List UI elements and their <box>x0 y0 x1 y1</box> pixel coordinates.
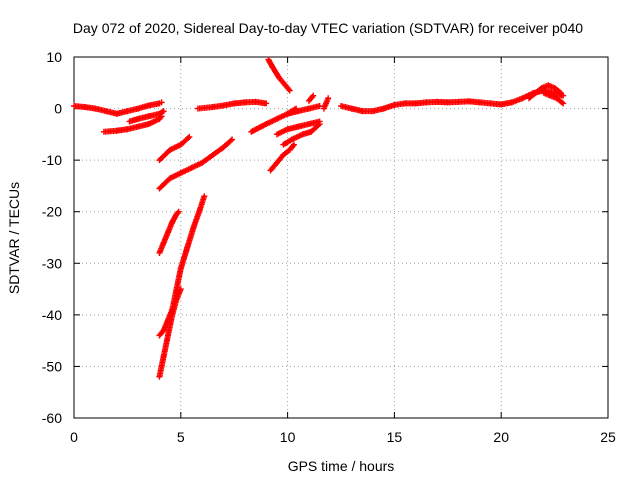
x-tick-label: 25 <box>600 429 616 445</box>
chart-title: Day 072 of 2020, Sidereal Day-to-day VTE… <box>73 20 583 36</box>
data-point <box>158 99 165 106</box>
data-track <box>194 98 270 112</box>
x-axis-label: GPS time / hours <box>288 458 395 474</box>
data-point <box>310 92 317 99</box>
data-point <box>263 100 270 107</box>
data-point <box>285 86 292 93</box>
data-point <box>185 135 192 142</box>
x-tick-label: 10 <box>280 429 296 445</box>
data-track <box>100 113 165 135</box>
data-point <box>293 105 300 112</box>
data-track <box>156 208 182 256</box>
y-tick-label: -10 <box>42 152 62 168</box>
data-track <box>540 90 567 107</box>
x-tick-label: 0 <box>70 429 78 445</box>
data-point <box>325 95 332 102</box>
data-point <box>291 141 298 148</box>
data-point <box>229 136 236 143</box>
data-point <box>309 93 316 100</box>
data-points <box>71 56 567 380</box>
data-track <box>525 82 565 102</box>
data-point <box>558 99 565 106</box>
axis-ticks: 0 5 10 15 20 25 -60 -50 -40 -30 -20 -10 0 10 <box>42 49 616 445</box>
data-point <box>186 133 193 140</box>
x-tick-label: 20 <box>493 429 509 445</box>
data-point <box>315 122 322 129</box>
data-point <box>174 210 181 217</box>
data-point <box>201 193 208 200</box>
data-track <box>338 87 567 115</box>
data-point <box>560 100 567 107</box>
data-point <box>289 142 296 149</box>
data-track <box>126 108 167 125</box>
data-point <box>175 208 182 215</box>
data-point <box>558 90 565 97</box>
data-point <box>227 137 234 144</box>
data-track <box>273 118 323 138</box>
data-track <box>156 136 236 192</box>
y-axis-label: SDTVAR / TECUs <box>6 182 22 294</box>
y-tick-label: 10 <box>46 49 62 65</box>
y-tick-label: -60 <box>42 410 62 426</box>
data-track <box>320 95 332 112</box>
y-tick-label: -40 <box>42 307 62 323</box>
data-track <box>156 133 193 164</box>
data-track <box>305 92 317 104</box>
data-track <box>156 193 208 339</box>
plot-frame <box>73 56 609 419</box>
data-point <box>286 87 293 94</box>
y-tick-label: -30 <box>42 255 62 271</box>
data-point <box>160 108 167 115</box>
data-track <box>280 121 323 148</box>
x-tick-label: 5 <box>177 429 185 445</box>
x-tick-label: 15 <box>387 429 403 445</box>
y-tick-label: 0 <box>54 101 62 117</box>
data-track <box>265 56 293 94</box>
data-track <box>248 105 300 135</box>
data-point <box>316 102 323 109</box>
data-track <box>267 141 298 174</box>
data-point <box>556 89 563 96</box>
data-track <box>71 99 165 117</box>
y-tick-label: -20 <box>42 204 62 220</box>
grid <box>74 57 608 418</box>
data-point <box>316 121 323 128</box>
y-tick-label: -50 <box>42 358 62 374</box>
